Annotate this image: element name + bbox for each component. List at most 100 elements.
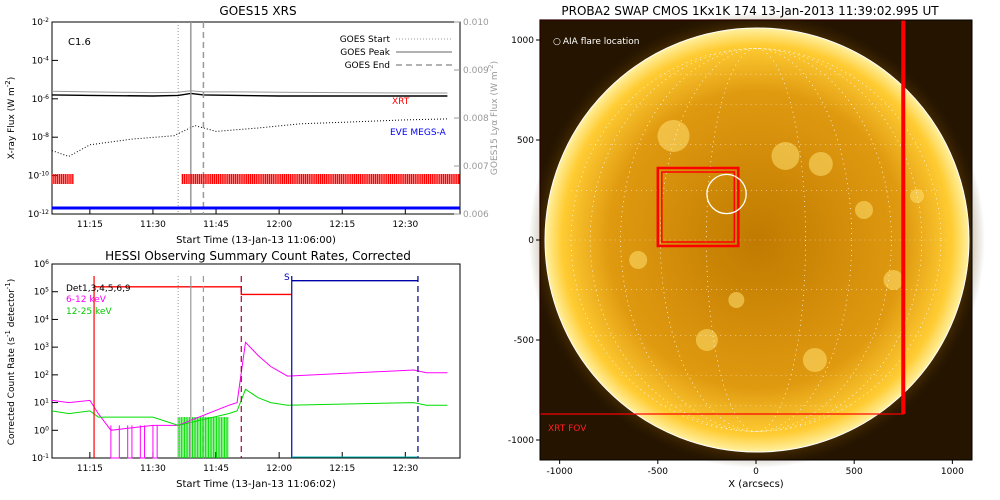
goes-y2tick-label: 0.006 [463, 210, 489, 220]
circle-glyph-icon: ○ [553, 37, 561, 47]
active-region-spot [808, 152, 833, 176]
legend-goes-start: GOES Start [340, 35, 391, 45]
legend-6-12kev: 6-12 keV [66, 295, 107, 305]
goes-series-line-0 [51, 92, 448, 97]
swap-ytick-label: 0 [528, 236, 534, 246]
hessi-plot-frame [51, 263, 461, 459]
longitude-line [620, 48, 892, 432]
hessi-series-line-1 [51, 388, 448, 426]
hessi-magenta-gap [152, 425, 158, 459]
aia-flare-circle [706, 173, 747, 215]
legend-det: Det1,3,4,5,6,9 [66, 284, 131, 294]
goes-y2-axis: 0.010 0.009 0.008 0.007 0.006 [454, 18, 489, 220]
goes-y2tick-label: 0.009 [463, 66, 489, 76]
swap-xtick-label: -500 [648, 467, 669, 477]
hessi-series [51, 276, 448, 459]
swap-ytick-label: 500 [517, 136, 534, 146]
hessi-ytick-label: 100 [34, 425, 49, 437]
swap-y-axis: 1000 500 0 -500 -1000 [508, 36, 540, 446]
goes-xtick-label: 11:15 [77, 220, 103, 230]
swap-xlabel: X (arcsecs) [728, 479, 784, 490]
goes-ylabel: X-ray Flux (W m-2) [4, 77, 17, 159]
active-region-spot [771, 142, 800, 170]
goes-ytick-label: 10-10 [28, 170, 49, 182]
xrt-fov-label: XRT FOV [548, 424, 587, 434]
hessi-ytick-label: 102 [34, 369, 49, 381]
goes-y2tick-label: 0.008 [463, 114, 489, 124]
xrt-coverage-bars [51, 174, 460, 184]
goes-series-line-1 [51, 90, 448, 94]
swap-ytick-label: 1000 [511, 36, 534, 46]
goes-ytick-label: 10-4 [32, 55, 50, 67]
active-region-spot [910, 189, 925, 203]
legend-goes-end: GOES End [345, 61, 390, 71]
swap-xtick-label: 0 [753, 467, 759, 477]
hessi-xtick-label: 12:15 [329, 464, 355, 474]
goes-class-label: C1.6 [68, 37, 91, 48]
hessi-ytick-label: 103 [34, 342, 49, 354]
aia-flare-label: ○ AIA flare location [553, 37, 639, 47]
target-box-inner [661, 171, 736, 243]
goes-xlabel: Start Time (13-Jan-13 11:06:00) [176, 235, 336, 246]
goes-series-line-2 [51, 118, 448, 157]
swap-title: PROBA2 SWAP CMOS 1Kx1K 174 13-Jan-2013 1… [561, 4, 939, 18]
goes-ytick-label: 10-2 [32, 17, 50, 29]
hessi-ytick-label: 105 [34, 286, 49, 298]
goes-ytick-label: 10-6 [32, 93, 50, 105]
active-region-spot [728, 292, 745, 308]
aia-flare-text: AIA flare location [563, 37, 640, 47]
saa-flag-label: S [284, 273, 290, 283]
hessi-ytick-label: 106 [34, 259, 49, 271]
goes-y2label: GOES15 Lyα Flux (W m-2) [487, 61, 500, 175]
hessi-xlabel: Start Time (13-Jan-13 11:06:02) [176, 479, 336, 490]
eve-annotation: EVE MEGS-A [390, 128, 447, 138]
goes-legend: GOES Start GOES Peak GOES End [340, 35, 452, 71]
active-region-spot [883, 270, 904, 290]
hessi-xtick-label: 11:45 [203, 464, 229, 474]
hessi-xtick-label: 12:30 [392, 464, 418, 474]
goes-xtick-label: 12:30 [392, 220, 418, 230]
goes-xtick-label: 12:00 [266, 220, 292, 230]
goes-plot-frame [51, 21, 461, 215]
hessi-ytick-label: 101 [34, 397, 49, 409]
active-region-spot [657, 120, 690, 152]
active-regions [629, 120, 925, 372]
active-region-spot [695, 329, 718, 351]
swap-x-axis: -1000 -500 0 500 1000 [547, 460, 964, 477]
goes-xtick-label: 11:45 [203, 220, 229, 230]
hessi-magenta-gap [110, 425, 120, 459]
swap-xtick-label: 500 [846, 467, 863, 477]
hessi-magenta-gap [139, 425, 146, 459]
longitude-line [570, 48, 942, 432]
swap-xtick-label: -1000 [547, 467, 573, 477]
goes-ytick-label: 10-8 [32, 132, 50, 144]
goes-y-axis: 10-2 10-4 10-6 10-8 10-10 10-12 [28, 17, 58, 221]
swap-ytick-label: -1000 [508, 436, 534, 446]
goes-ytick-label: 10-12 [28, 209, 49, 221]
hessi-panel: HESSI Observing Summary Count Rates, Cor… [4, 249, 461, 490]
hessi-xtick-label: 11:30 [140, 464, 166, 474]
hessi-title: HESSI Observing Summary Count Rates, Cor… [105, 249, 411, 263]
hessi-y-axis: 106 105 104 103 102 101 100 10-1 [32, 259, 58, 465]
target-box [656, 166, 740, 248]
active-region-spot [855, 201, 873, 219]
hessi-magenta-gap [127, 425, 133, 459]
goes-xtick-label: 12:15 [329, 220, 355, 230]
heliographic-grid [564, 48, 948, 432]
hessi-xtick-label: 11:15 [77, 464, 103, 474]
solar-disk [545, 28, 969, 452]
hessi-ylabel: Corrected Count Rate (s-1 detector-1) [4, 279, 17, 446]
hessi-xtick-label: 12:00 [266, 464, 292, 474]
hessi-ytick-label: 104 [34, 314, 49, 326]
xrt-annotation: XRT [392, 97, 410, 107]
goes-x-axis: 11:15 11:30 11:45 12:00 12:15 12:30 [77, 208, 419, 230]
active-region-spot [629, 251, 648, 269]
legend-goes-peak: GOES Peak [340, 48, 390, 58]
goes-panel: GOES15 XRS 10-2 10-4 10-6 10-8 10-10 10-12 0.… [4, 4, 500, 246]
hessi-ytick-label: 10-1 [32, 453, 50, 465]
goes-title: GOES15 XRS [219, 4, 296, 18]
solar-limb [544, 27, 970, 453]
legend-12-25kev: 12-25 keV [66, 307, 112, 317]
active-region-spot [802, 348, 827, 372]
